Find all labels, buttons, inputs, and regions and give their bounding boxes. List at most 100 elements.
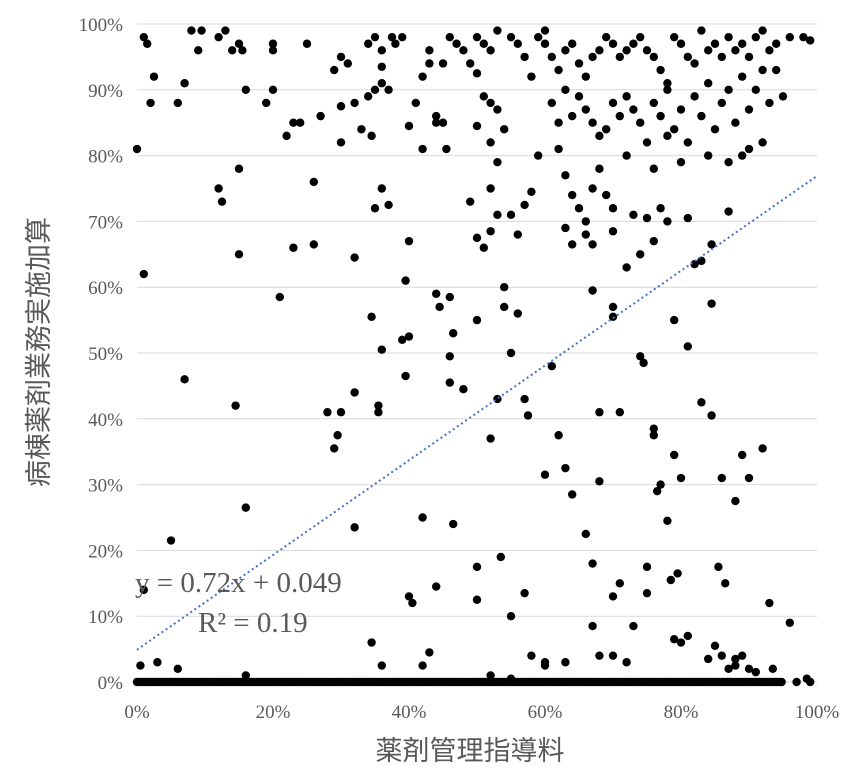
data-point [608,592,618,601]
data-point [493,157,502,167]
data-point [568,39,577,48]
data-point [642,213,652,223]
y-tick-label: 70% [88,212,123,233]
x-tick-label: 80% [664,702,699,723]
data-point [506,612,516,621]
data-point [710,641,720,651]
data-point [595,408,604,417]
data-point [364,39,373,48]
data-point [197,26,206,35]
data-point [714,562,723,572]
data-point [595,46,604,55]
data-point [615,579,624,588]
data-point [479,243,488,252]
data-point [697,111,706,121]
data-point [336,52,346,62]
data-point [683,213,692,223]
data-point [768,664,777,674]
y-tick-label: 30% [88,476,123,497]
data-point [649,236,658,246]
data-point [438,59,448,68]
data-point [731,661,740,670]
data-point [486,46,495,55]
data-point [731,46,740,55]
data-point [574,59,584,68]
data-point [676,39,686,48]
data-point [234,39,244,48]
data-point [136,661,145,670]
y-tick-label: 80% [88,147,123,168]
data-point [676,105,686,114]
trendline-r-squared: R² = 0.19 [198,607,308,639]
data-point [738,450,747,460]
data-point [622,46,631,55]
data-point [561,46,570,55]
data-point [132,144,142,154]
data-point [459,46,468,55]
data-point [404,121,414,131]
data-point [472,315,482,325]
data-point [547,98,556,108]
data-point [500,302,509,312]
data-point [670,635,679,644]
data-point [187,26,196,35]
data-point [683,342,692,351]
data-point [724,207,733,216]
data-point [642,46,652,55]
data-point [493,210,502,220]
data-point [377,62,386,71]
data-point [574,92,584,101]
y-tick-label: 50% [88,344,123,365]
data-point [387,32,397,42]
data-point [472,595,482,604]
data-point [520,588,529,598]
data-point [588,52,597,62]
data-point [636,352,645,361]
data-point [731,496,740,506]
data-point [622,151,631,160]
data-point [500,283,509,292]
data-point [275,292,284,302]
data-point [568,240,577,249]
data-point [438,118,448,127]
data-point [370,204,380,213]
data-point [663,85,672,95]
data-point [683,631,692,641]
data-point [721,579,730,588]
data-point [744,105,754,114]
data-point [772,65,781,75]
data-point [493,394,502,404]
data-points [132,26,815,687]
data-point [289,243,298,252]
data-point [143,39,152,48]
data-point [561,85,570,95]
data-point [629,210,638,220]
data-point [241,503,250,512]
data-point [670,32,679,42]
data-point [588,240,597,249]
data-point [268,46,278,55]
data-point [367,312,376,322]
data-point [704,46,713,55]
data-point [608,98,618,108]
data-point [513,309,522,318]
data-point [802,674,811,683]
data-point [642,562,652,572]
data-point [425,648,434,657]
data-point [486,138,495,147]
data-point [540,39,550,48]
data-point [717,98,726,108]
data-point [683,52,692,62]
data-point [374,401,383,410]
data-point [792,677,801,687]
data-point [547,361,556,371]
data-point [608,204,618,213]
data-point [683,138,692,147]
data-point [622,658,631,667]
data-point [459,384,468,394]
data-point [350,388,359,397]
data-point [670,125,679,134]
data-point [231,401,240,410]
data-point [404,332,414,341]
